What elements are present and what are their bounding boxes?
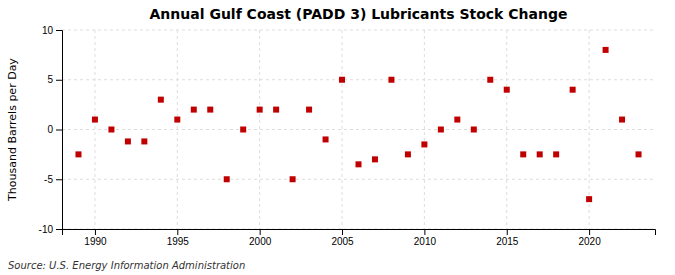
y-tick-label: -5: [44, 174, 53, 185]
grid-line-y: [62, 129, 655, 130]
point: [207, 107, 213, 113]
x-tick: 2010: [414, 229, 437, 247]
point: [240, 127, 246, 133]
y-tick-mark: [56, 30, 62, 31]
point: [224, 176, 230, 182]
point: [504, 87, 510, 93]
x-tick-mark: [589, 229, 590, 235]
y-tick: -5: [44, 174, 62, 185]
x-tick-mark: [424, 229, 425, 235]
grid-line-x: [177, 30, 178, 229]
point: [174, 117, 180, 123]
chart-container: 1990 1995 2000 2005 2010 2015 2020 -10 -5 0 5 10 Ann…: [0, 0, 675, 275]
point: [570, 87, 576, 93]
x-tick: 2015: [496, 229, 519, 247]
x-tick: 1990: [84, 229, 107, 247]
y-tick-label: 0: [47, 124, 53, 135]
point: [372, 156, 378, 162]
chart-svg: 1990 1995 2000 2005 2010 2015 2020 -10 -5 0 5 10 Ann…: [0, 0, 675, 275]
y-tick-label: -10: [39, 224, 54, 235]
grid-line-x: [259, 30, 260, 229]
point: [520, 151, 526, 157]
x-tick-label: 2010: [414, 236, 437, 247]
x-tick: 2000: [249, 229, 272, 247]
y-tick: 10: [42, 25, 62, 36]
point: [603, 47, 609, 53]
y-tick-label: 10: [42, 25, 54, 36]
y-tick-mark: [56, 130, 62, 131]
y-tick: 5: [47, 74, 62, 85]
x-tick-label: 2015: [496, 236, 519, 247]
point: [471, 127, 477, 133]
point: [537, 151, 543, 157]
y-axis-title: Thousand Barrels per Day: [6, 58, 19, 202]
point: [290, 176, 296, 182]
y-tick: 0: [47, 124, 62, 135]
grid-line-x: [94, 30, 95, 229]
y-tick-mark: [56, 179, 62, 180]
point: [405, 151, 411, 157]
x-axis: 1990 1995 2000 2005 2010 2015 2020: [63, 229, 656, 247]
point: [75, 151, 81, 157]
x-axis-line: [63, 230, 656, 236]
point: [257, 107, 263, 113]
point: [454, 117, 460, 123]
point: [619, 117, 625, 123]
point: [158, 97, 164, 103]
point: [487, 77, 493, 83]
grid: [62, 30, 655, 229]
point: [108, 127, 114, 133]
point: [438, 127, 444, 133]
x-tick-label: 2020: [578, 236, 601, 247]
grid-line-x: [506, 30, 507, 229]
x-tick-label: 2005: [331, 236, 354, 247]
point: [586, 196, 592, 202]
x-tick: 2020: [578, 229, 601, 247]
point: [421, 141, 427, 147]
x-tick: 1995: [167, 229, 190, 247]
y-tick-label: 5: [47, 74, 53, 85]
x-tick-mark: [260, 229, 261, 235]
grid-line-y: [62, 30, 655, 31]
point: [92, 117, 98, 123]
point: [306, 107, 312, 113]
point: [388, 77, 394, 83]
source: Source: U.S. Energy Information Administ…: [8, 260, 245, 271]
grid-line-x: [424, 30, 425, 229]
x-tick-label: 2000: [249, 236, 272, 247]
plot: 1990 1995 2000 2005 2010 2015 2020 -10 -5 0 5 10: [39, 25, 656, 247]
x-tick: 2005: [331, 229, 354, 247]
grid-line-x: [342, 30, 343, 229]
point: [273, 107, 279, 113]
points: [75, 47, 641, 202]
point: [125, 138, 131, 144]
point: [356, 161, 362, 167]
point: [553, 151, 559, 157]
x-tick-mark: [177, 229, 178, 235]
point: [339, 77, 345, 83]
y-tick: -10: [39, 224, 62, 235]
x-tick-mark: [95, 229, 96, 235]
y-tick-mark: [56, 80, 62, 81]
grid-line-y: [62, 179, 655, 180]
point: [323, 136, 329, 142]
grid-line-y: [62, 79, 655, 80]
x-tick-mark: [342, 229, 343, 235]
x-tick-mark: [507, 229, 508, 235]
point: [191, 107, 197, 113]
x-tick-label: 1990: [84, 236, 107, 247]
y-axis: -10 -5 0 5 10: [39, 25, 63, 235]
y-tick-mark: [56, 229, 62, 230]
point: [636, 151, 642, 157]
title: Annual Gulf Coast (PADD 3) Lubricants St…: [150, 6, 568, 22]
y-axis-line: [56, 31, 63, 230]
point: [141, 138, 147, 144]
x-tick-label: 1995: [167, 236, 190, 247]
